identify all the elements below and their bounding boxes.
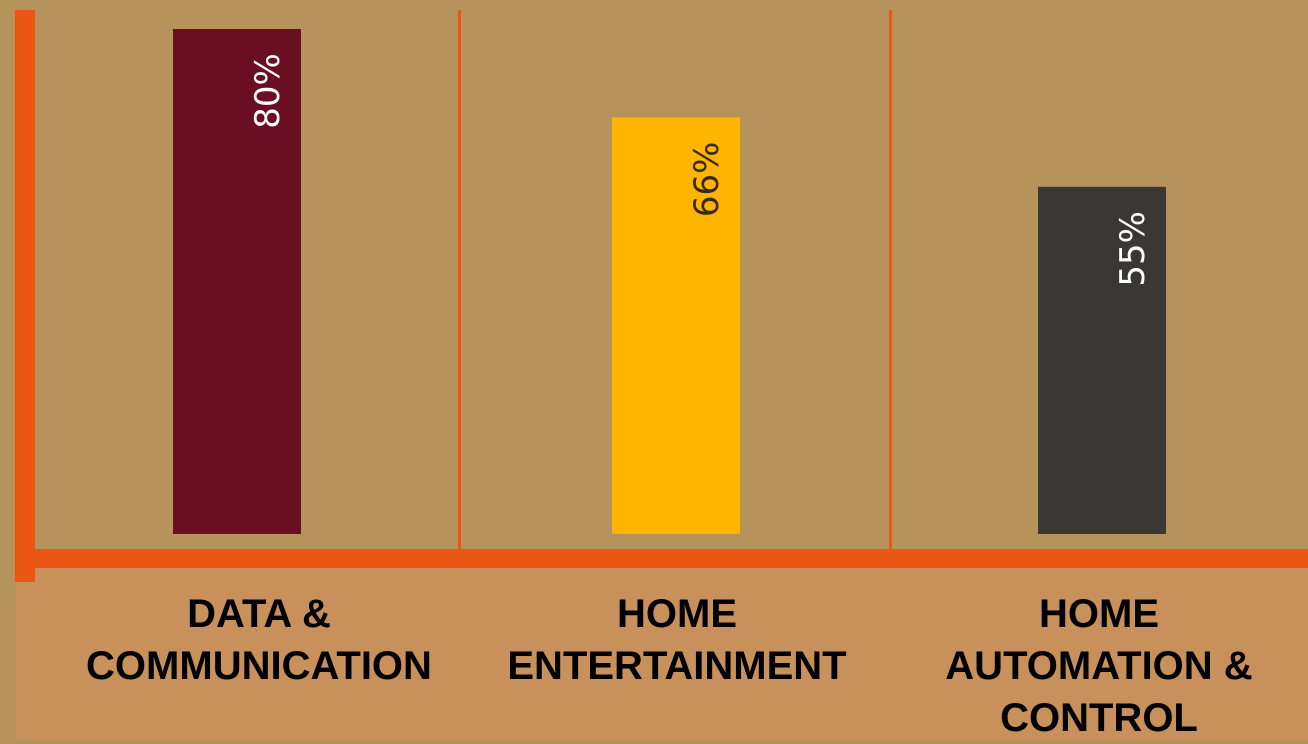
bars-group: 80% 66% 55% [173, 29, 1166, 534]
category-label-data-communication: DATA & COMMUNICATION [86, 592, 432, 688]
category-label-band [16, 568, 1308, 740]
bar-home-automation-control [1038, 186, 1166, 534]
value-label-data-communication: 80% [248, 53, 288, 129]
category-label-home-automation-control: HOME AUTOMATION & CONTROL [945, 592, 1253, 740]
bar-home-entertainment [612, 117, 740, 534]
x-axis-line [15, 549, 1308, 568]
category-label-home-entertainment: HOME ENTERTAINMENT [507, 592, 847, 688]
y-axis-line [15, 10, 35, 582]
value-label-home-automation-control: 55% [1113, 211, 1153, 287]
category-separator-line-1 [458, 10, 461, 566]
value-label-home-entertainment: 66% [687, 142, 727, 218]
bar-data-communication [173, 29, 301, 534]
category-separator-line-2 [889, 10, 892, 566]
